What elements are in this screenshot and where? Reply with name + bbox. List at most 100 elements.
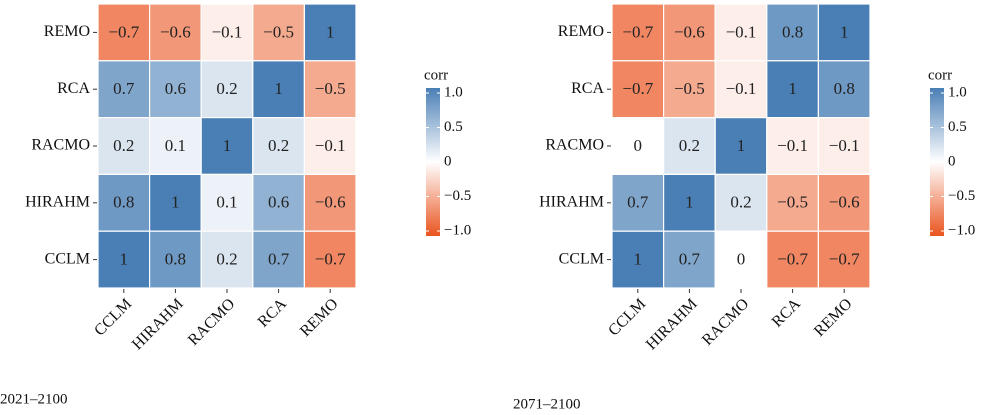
cell-label: −0.7 bbox=[315, 250, 346, 269]
cell-label: −0.5 bbox=[777, 193, 808, 212]
x-axis-label: RACMO bbox=[185, 295, 239, 349]
colorbar-tick-label: 1.0 bbox=[444, 84, 463, 100]
y-axis-label: HIRAHM bbox=[25, 193, 90, 210]
cell-label: 0 bbox=[737, 250, 746, 269]
cell-label: −0.6 bbox=[160, 22, 191, 41]
cell-label: 1 bbox=[223, 136, 232, 155]
heatmap-cell bbox=[303, 173, 357, 232]
heatmap-cell bbox=[252, 173, 306, 232]
heatmap-cell bbox=[817, 3, 871, 62]
heatmap-cell bbox=[97, 230, 151, 289]
y-axis-label: CCLM bbox=[559, 250, 604, 267]
cell-label: 0.7 bbox=[113, 79, 135, 98]
cell-label: 0.8 bbox=[782, 22, 803, 41]
heatmap-cell bbox=[149, 173, 202, 232]
cell-label: 0.1 bbox=[165, 136, 186, 155]
heatmap-cell bbox=[662, 173, 716, 232]
legend-title: corr bbox=[424, 67, 448, 83]
cell-label: 0.1 bbox=[216, 193, 237, 212]
heatmap-cell bbox=[303, 60, 357, 119]
cell-label: −0.7 bbox=[777, 250, 808, 269]
cell-label: −0.1 bbox=[212, 22, 243, 41]
colorbar-tick-label: 0 bbox=[444, 153, 452, 169]
cell-label: −0.5 bbox=[263, 22, 294, 41]
y-axis-label: CCLM bbox=[45, 250, 90, 267]
cell-label: 1 bbox=[171, 193, 180, 212]
colorbar bbox=[930, 88, 944, 236]
cell-label: 1 bbox=[737, 136, 746, 155]
x-axis-label: RCA bbox=[255, 295, 291, 331]
x-axis-label: HIRAHM bbox=[643, 295, 701, 353]
cell-label: −0.1 bbox=[726, 79, 757, 98]
heatmap-cell bbox=[662, 116, 716, 175]
heatmap-cell bbox=[714, 60, 768, 119]
heatmap-cell bbox=[200, 230, 254, 289]
heatmap-cell bbox=[252, 60, 306, 119]
heatmap-cell bbox=[817, 116, 871, 175]
heatmap-cell bbox=[611, 230, 665, 289]
cell-label: 0.2 bbox=[216, 250, 237, 269]
cell-label: −0.1 bbox=[315, 136, 346, 155]
y-axis-label: RACMO bbox=[31, 137, 90, 154]
cell-label: 1 bbox=[840, 22, 849, 41]
x-axis-label: REMO bbox=[811, 295, 856, 340]
heatmap-cell bbox=[200, 116, 254, 175]
cell-label: 0.2 bbox=[268, 136, 289, 155]
colorbar-tick-label: −0.5 bbox=[444, 188, 471, 204]
cell-label: 0.8 bbox=[113, 193, 134, 212]
heatmap-cell bbox=[200, 60, 254, 119]
colorbar-tick-label: 0.5 bbox=[948, 119, 967, 135]
cell-label: 0.2 bbox=[730, 193, 751, 212]
heatmap-cell bbox=[817, 60, 871, 119]
cell-label: 0.2 bbox=[679, 136, 700, 155]
heatmap-cell bbox=[97, 173, 151, 232]
x-axis-label: RACMO bbox=[699, 295, 753, 349]
colorbar-tick-label: −1.0 bbox=[948, 222, 975, 238]
heatmap-cell bbox=[817, 230, 871, 289]
cell-label: 0 bbox=[634, 136, 643, 155]
cell-label: −0.5 bbox=[315, 79, 346, 98]
heatmap-cell bbox=[714, 3, 768, 62]
y-axis-label: HIRAHM bbox=[539, 193, 604, 210]
y-axis-label: RCA bbox=[571, 80, 604, 97]
cell-label: 0.2 bbox=[216, 79, 237, 98]
heatmap-cell bbox=[817, 173, 871, 232]
x-axis-label: RCA bbox=[769, 295, 805, 331]
cell-label: −0.5 bbox=[674, 79, 705, 98]
colorbar bbox=[426, 88, 440, 236]
heatmap-cell bbox=[662, 230, 716, 289]
heatmap-cell bbox=[252, 116, 306, 175]
cell-label: 0.7 bbox=[268, 250, 290, 269]
heatmap-cell bbox=[97, 3, 151, 62]
cell-label: 0.2 bbox=[113, 136, 134, 155]
heatmap-cell bbox=[611, 3, 665, 62]
x-axis-label: HIRAHM bbox=[129, 295, 187, 353]
heatmap-cell bbox=[303, 230, 357, 289]
cell-label: −0.6 bbox=[829, 193, 860, 212]
caption: 2071–2100 bbox=[513, 396, 581, 412]
y-axis-label: REMO bbox=[558, 23, 604, 40]
cell-label: 1 bbox=[634, 250, 643, 269]
colorbar-tick-label: −1.0 bbox=[444, 222, 471, 238]
heatmap-cell bbox=[200, 3, 254, 62]
heatmap-cell bbox=[714, 116, 768, 175]
cell-label: 1 bbox=[274, 79, 283, 98]
cell-label: 1 bbox=[120, 250, 129, 269]
cell-label: −0.1 bbox=[829, 136, 860, 155]
legend-title: corr bbox=[928, 67, 952, 83]
cell-label: 1 bbox=[326, 22, 335, 41]
cell-label: −0.6 bbox=[315, 193, 346, 212]
x-axis-label: CCLM bbox=[605, 295, 649, 339]
cell-label: −0.7 bbox=[622, 79, 653, 98]
heatmap-cell bbox=[303, 116, 357, 175]
heatmap-cell bbox=[662, 3, 716, 62]
cell-label: 1 bbox=[685, 193, 694, 212]
heatmap-cell bbox=[149, 3, 202, 62]
heatmap-cell bbox=[766, 173, 819, 232]
cell-label: 0.6 bbox=[268, 193, 289, 212]
heatmap-cell bbox=[714, 230, 768, 289]
x-axis-label: CCLM bbox=[91, 295, 135, 339]
cell-label: −0.1 bbox=[726, 22, 757, 41]
y-axis-label: REMO bbox=[44, 23, 90, 40]
